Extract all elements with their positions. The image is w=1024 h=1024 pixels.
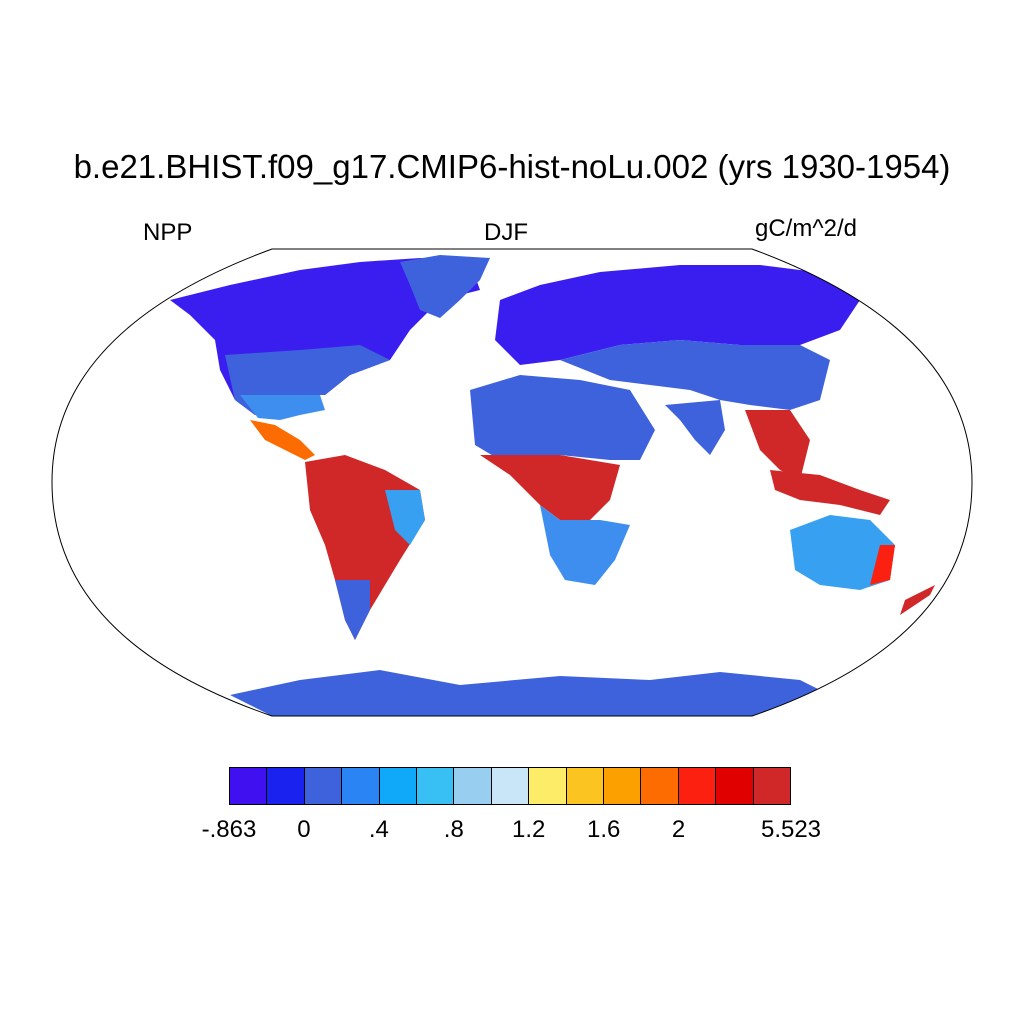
- central-america: [250, 420, 315, 460]
- variable-label: NPP: [143, 219, 193, 246]
- north-america-south: [240, 395, 325, 420]
- map-outline: [51, 248, 973, 717]
- greenland-land: [400, 255, 490, 318]
- colorbar-tick-label: 0: [297, 816, 311, 843]
- new-zealand: [900, 585, 935, 615]
- africa-north: [470, 375, 655, 460]
- colorbar-box-11: [641, 768, 679, 804]
- australia-land: [790, 515, 895, 590]
- colorbar-tick-label: 5.523: [760, 816, 822, 843]
- colorbar-box-3: [342, 768, 380, 804]
- colorbar-tick-label: 1.6: [586, 816, 621, 843]
- colorbar-box-10: [604, 768, 642, 804]
- colorbar-box-5: [417, 768, 455, 804]
- africa-south: [540, 505, 630, 585]
- colorbar-box-0: [230, 768, 268, 804]
- colorbar-tick-label: 2: [671, 816, 686, 843]
- colorbar: [229, 767, 791, 805]
- maritime-continent: [770, 470, 890, 515]
- colorbar-box-2: [304, 768, 343, 804]
- season-label: DJF: [484, 219, 528, 246]
- africa-central: [480, 455, 620, 520]
- south-america-east: [385, 490, 425, 545]
- colorbar-box-13: [716, 768, 754, 804]
- colorbar-tick-label: .8: [443, 816, 464, 843]
- australia-east: [870, 545, 895, 585]
- colorbar-box-8: [529, 768, 567, 804]
- colorbar-tick-label: -.863: [201, 816, 257, 843]
- southeast-asia-land: [745, 410, 810, 480]
- colorbar-box-4: [379, 768, 418, 804]
- units-label: gC/m^2/d: [755, 215, 857, 242]
- colorbar-box-12: [678, 768, 717, 804]
- colorbar-box-1: [267, 768, 305, 804]
- colorbar-box-9: [566, 768, 605, 804]
- antarctica-land: [230, 670, 820, 716]
- india-land: [665, 400, 725, 455]
- colorbar-box-14: [753, 768, 791, 804]
- eurasia-north-land: [495, 265, 860, 365]
- colorbar-tick-label: 1.2: [512, 816, 546, 843]
- plot-title: b.e21.BHIST.f09_g17.CMIP6-hist-noLu.002 …: [73, 148, 951, 185]
- eurasia-mid: [560, 340, 830, 410]
- colorbar-tick-label: .4: [368, 816, 389, 843]
- colorbar-box-6: [454, 768, 492, 804]
- colorbar-box-7: [491, 768, 530, 804]
- south-america-south: [335, 580, 370, 640]
